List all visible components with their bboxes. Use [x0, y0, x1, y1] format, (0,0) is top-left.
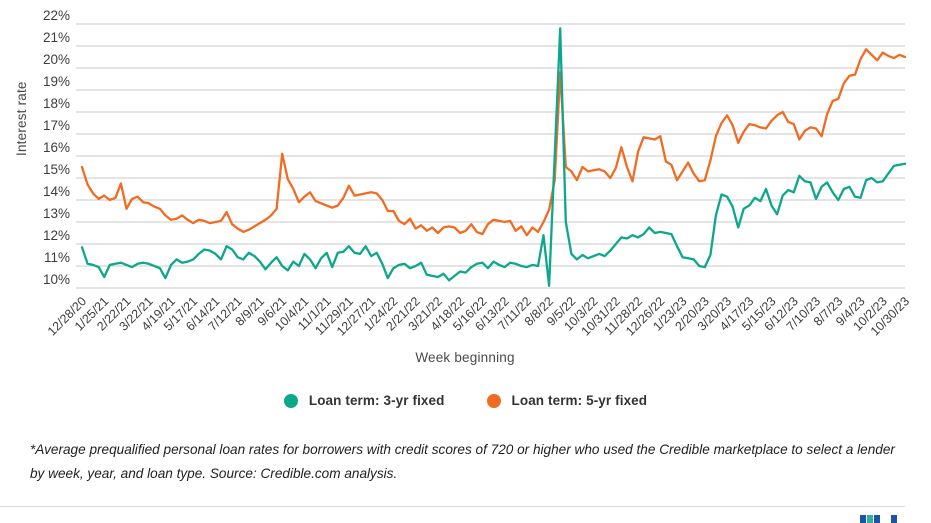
rates-line-chart: 22%21%20%19%18%17%16%15%14%13%12%11%10%1…	[43, 8, 912, 339]
legend-item-5yr-fixed: Loan term: 5-yr fixed	[486, 393, 648, 408]
y-tick-label: 19%	[43, 74, 70, 89]
legend-label-3yr: Loan term: 3-yr fixed	[308, 393, 445, 408]
logo-block	[867, 515, 873, 523]
legend-dot-3yr-icon	[283, 393, 298, 408]
y-tick-label: 15%	[43, 162, 70, 177]
bottom-divider	[0, 506, 905, 507]
y-tick-label: 13%	[43, 206, 70, 221]
series-line	[80, 48, 907, 237]
legend-dot-5yr-icon	[486, 393, 501, 408]
y-tick-label: 14%	[43, 184, 70, 199]
y-tick-label: 21%	[43, 30, 70, 45]
y-tick-label: 18%	[43, 96, 70, 111]
y-tick-label: 22%	[43, 8, 70, 23]
y-tick-label: 17%	[43, 118, 70, 133]
y-tick-label: 20%	[43, 52, 70, 67]
logo-block	[891, 515, 897, 523]
source-footnote: *Average prequalified personal loan rate…	[30, 442, 895, 482]
chart-legend: Loan term: 3-yr fixed Loan term: 5-yr fi…	[0, 393, 931, 408]
legend-label-5yr: Loan term: 5-yr fixed	[511, 393, 648, 408]
logo-block	[874, 515, 880, 523]
credible-logo-fragment	[860, 515, 898, 523]
y-tick-label: 11%	[44, 250, 70, 265]
y-tick-label: 16%	[43, 140, 70, 155]
y-tick-label: 12%	[43, 228, 70, 243]
y-tick-label: 10%	[43, 272, 70, 287]
series-line	[80, 27, 907, 287]
x-axis-title: Week beginning	[415, 350, 515, 365]
legend-item-3yr-fixed: Loan term: 3-yr fixed	[283, 393, 445, 408]
logo-block	[860, 515, 866, 523]
